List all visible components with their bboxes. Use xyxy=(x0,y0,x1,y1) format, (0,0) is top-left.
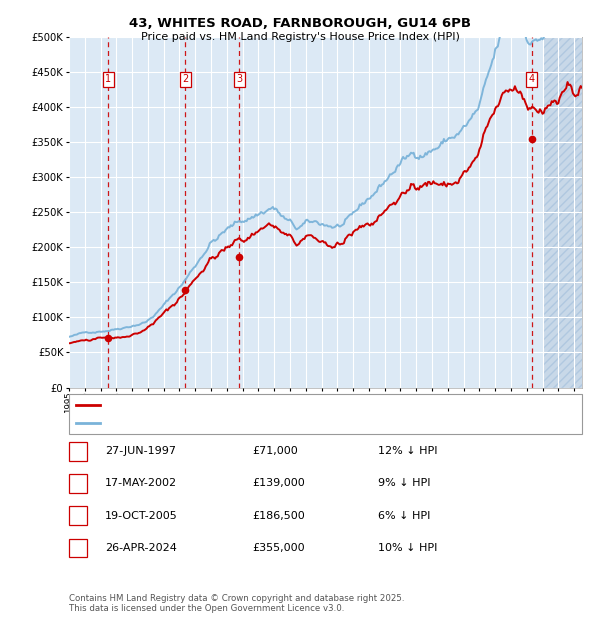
Text: Price paid vs. HM Land Registry's House Price Index (HPI): Price paid vs. HM Land Registry's House … xyxy=(140,32,460,42)
Text: 2: 2 xyxy=(182,74,188,84)
Text: 9% ↓ HPI: 9% ↓ HPI xyxy=(378,479,431,489)
Text: Contains HM Land Registry data © Crown copyright and database right 2025.
This d: Contains HM Land Registry data © Crown c… xyxy=(69,594,404,613)
Text: 43, WHITES ROAD, FARNBOROUGH, GU14 6PB: 43, WHITES ROAD, FARNBOROUGH, GU14 6PB xyxy=(129,17,471,30)
Text: £186,500: £186,500 xyxy=(252,511,305,521)
Text: 43, WHITES ROAD, FARNBOROUGH, GU14 6PB (semi-detached house): 43, WHITES ROAD, FARNBOROUGH, GU14 6PB (… xyxy=(105,401,436,409)
Text: 3: 3 xyxy=(236,74,242,84)
Text: 12% ↓ HPI: 12% ↓ HPI xyxy=(378,446,437,456)
Text: 1: 1 xyxy=(105,74,112,84)
Text: 17-MAY-2002: 17-MAY-2002 xyxy=(105,479,177,489)
Text: 10% ↓ HPI: 10% ↓ HPI xyxy=(378,543,437,553)
Text: £355,000: £355,000 xyxy=(252,543,305,553)
Text: £139,000: £139,000 xyxy=(252,479,305,489)
Text: £71,000: £71,000 xyxy=(252,446,298,456)
Text: 19-OCT-2005: 19-OCT-2005 xyxy=(105,511,178,521)
Text: 27-JUN-1997: 27-JUN-1997 xyxy=(105,446,176,456)
Text: 26-APR-2024: 26-APR-2024 xyxy=(105,543,177,553)
Text: 1: 1 xyxy=(74,446,82,456)
Text: 6% ↓ HPI: 6% ↓ HPI xyxy=(378,511,430,521)
Text: 4: 4 xyxy=(74,543,82,553)
Text: HPI: Average price, semi-detached house, Rushmoor: HPI: Average price, semi-detached house,… xyxy=(105,418,355,427)
Text: 3: 3 xyxy=(74,511,82,521)
Text: 4: 4 xyxy=(529,74,535,84)
Bar xyxy=(542,37,582,387)
Text: 2: 2 xyxy=(74,479,82,489)
